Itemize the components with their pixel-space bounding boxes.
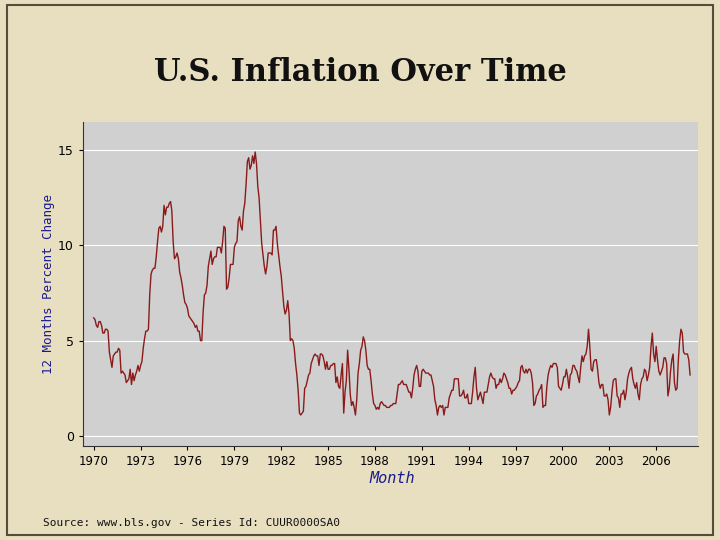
Y-axis label: 12 Months Percent Change: 12 Months Percent Change xyxy=(42,193,55,374)
Text: Source: www.bls.gov - Series Id: CUUR0000SA0: Source: www.bls.gov - Series Id: CUUR000… xyxy=(43,518,340,529)
Text: Month: Month xyxy=(369,471,415,487)
Text: U.S. Inflation Over Time: U.S. Inflation Over Time xyxy=(153,57,567,89)
